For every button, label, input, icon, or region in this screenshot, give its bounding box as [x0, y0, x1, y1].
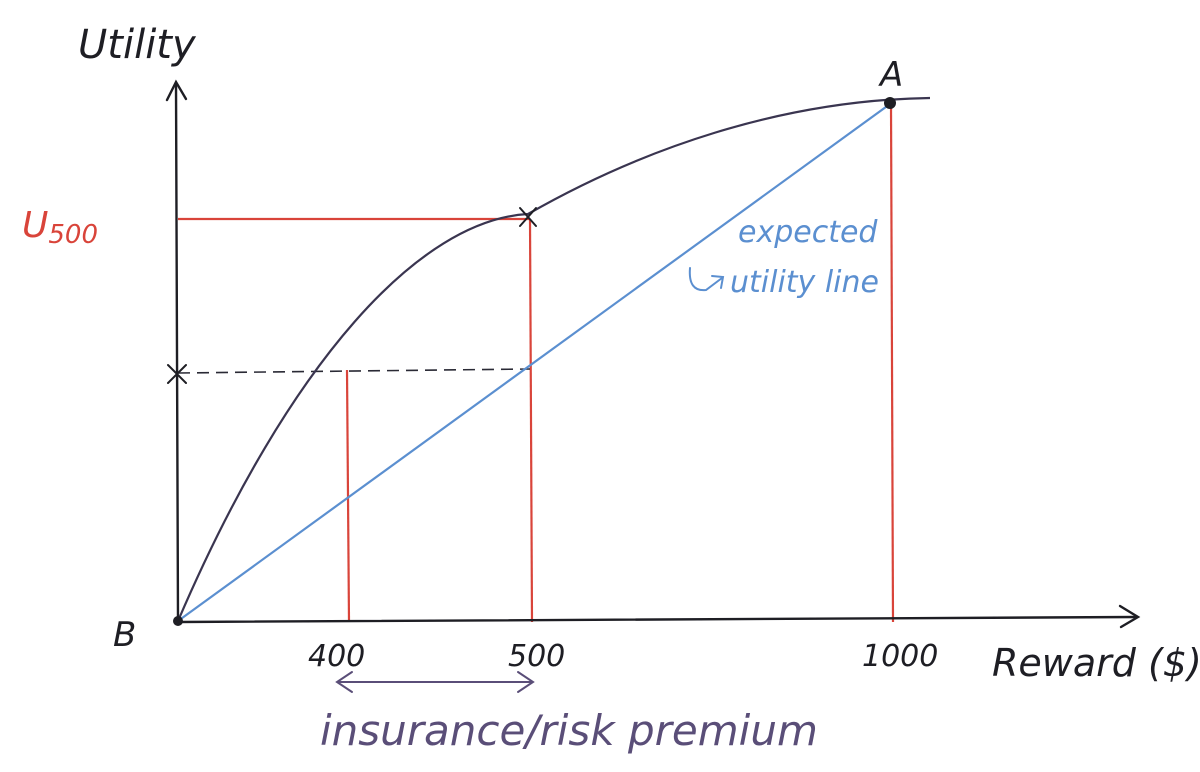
- ce-cross-mark: [167, 364, 187, 384]
- tick-label-400: 400: [308, 639, 365, 674]
- expected-utility-line: [177, 103, 891, 622]
- premium-double-arrow: [335, 671, 535, 693]
- hooked-arrow-icon: [688, 267, 725, 292]
- u500-cross-mark: [519, 207, 537, 227]
- premium-label: insurance/risk premium: [320, 706, 818, 755]
- x-axis: [176, 615, 1138, 624]
- tick-label-1000: 1000: [862, 639, 938, 674]
- expected-line-label-1: expected: [738, 215, 878, 250]
- u500-label: U500: [22, 205, 98, 250]
- x400-vertical-guide: [345, 369, 351, 623]
- point-a-label: A: [878, 55, 903, 95]
- point-a-dot: [884, 97, 896, 109]
- expected-line-label-2-group: utility line: [688, 265, 879, 300]
- red-guide-lines: [178, 103, 895, 623]
- x500-vertical-guide: [528, 218, 534, 623]
- point-b-dot: [173, 616, 183, 626]
- cross-marks: [167, 207, 537, 384]
- axes: [165, 79, 1141, 629]
- x1000-vertical-guide: [889, 103, 895, 623]
- y-axis: [174, 82, 180, 624]
- x-axis-arrowhead: [1118, 604, 1141, 629]
- tick-label-500: 500: [508, 639, 565, 674]
- y-axis-label: Utility: [78, 22, 197, 68]
- expected-line-label-2: utility line: [730, 265, 879, 300]
- x-axis-label: Reward ($): [992, 641, 1200, 685]
- y-axis-arrowhead: [165, 79, 188, 102]
- certainty-equivalent-dashed-line: [177, 368, 531, 374]
- point-b-label: B: [113, 615, 136, 655]
- utility-curve: [176, 96, 931, 622]
